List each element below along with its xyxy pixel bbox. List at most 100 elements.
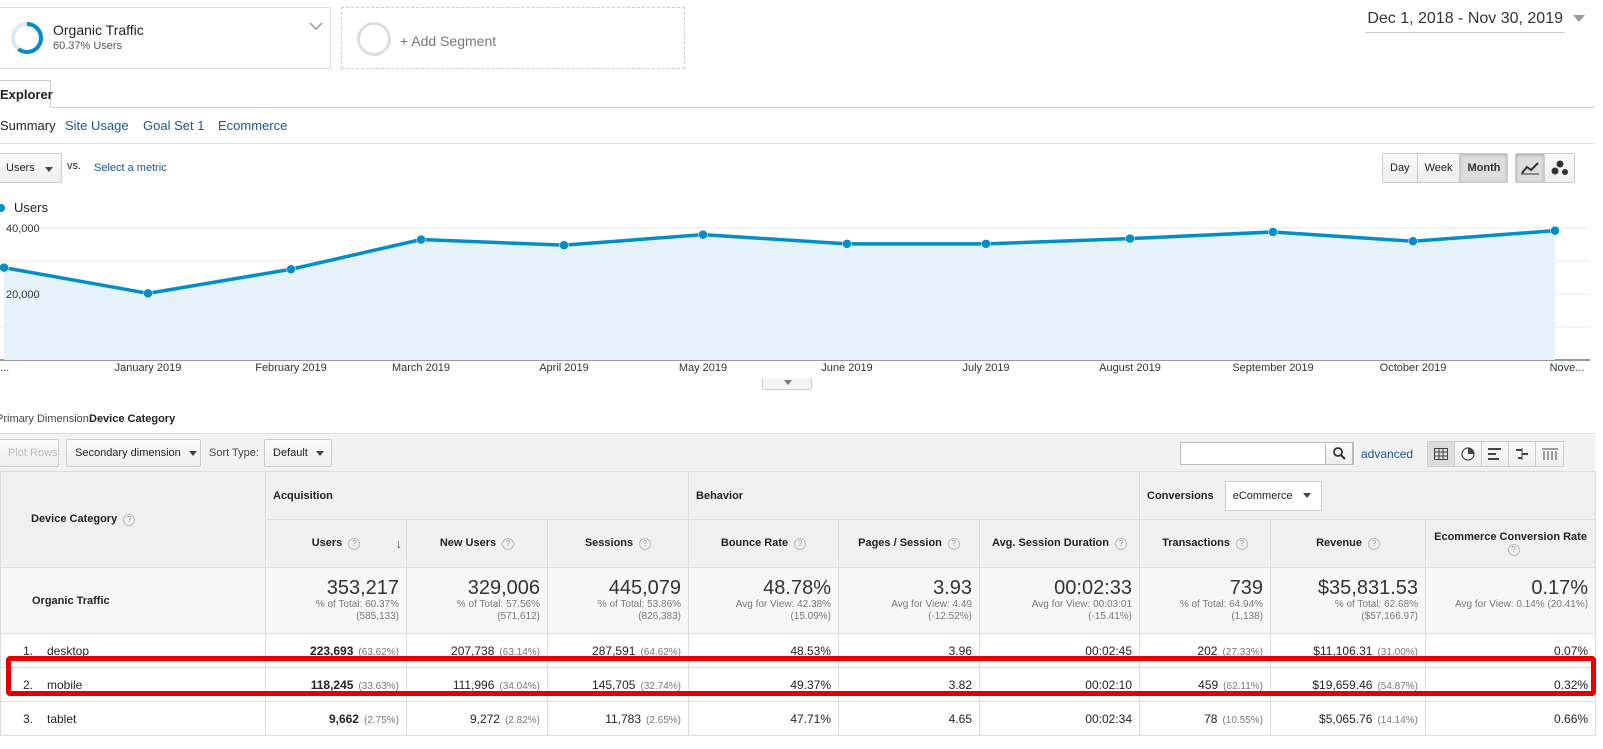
segment-organic-traffic[interactable]: Organic Traffic 60.37% Users <box>0 7 331 69</box>
total-sessions: 445,079% of Total: 53.86% (826,383) <box>546 567 690 634</box>
row-transactions-pct: (62.11%) <box>1223 680 1264 692</box>
row-revenue-value: $5,065.76 <box>1319 711 1373 726</box>
row-pages-session: 4.65 <box>838 701 981 736</box>
row-new-users-value: 9,272 <box>469 711 500 726</box>
x-tick-label: ... <box>0 362 9 374</box>
new-users-column-header[interactable]: New Users? <box>406 519 548 568</box>
total-pages-session-value: 3.93 <box>933 577 973 599</box>
help-icon[interactable]: ? <box>123 513 136 526</box>
avg-session-duration-header-label: Avg. Session Duration <box>992 537 1109 550</box>
row-users-pct: (63.62%) <box>358 646 399 658</box>
data-point <box>559 240 569 250</box>
row-bounce-rate: 49.37% <box>688 667 840 702</box>
row-dimension-link[interactable]: tablet <box>47 711 77 726</box>
conversions-select-value: eCommerce <box>1232 489 1293 502</box>
row-dimension-link[interactable]: desktop <box>47 643 90 658</box>
period-week-button[interactable]: Week <box>1417 154 1461 182</box>
select-metric-link[interactable]: Select a metric <box>94 162 167 174</box>
help-icon[interactable]: ? <box>1367 537 1380 550</box>
total-transactions-sub1: % of Total: 64.94% <box>1179 599 1264 610</box>
bounce-rate-header-label: Bounce Rate <box>720 537 789 550</box>
subtab-goal-set-1[interactable]: Goal Set 1 <box>143 118 205 133</box>
sessions-column-header[interactable]: Sessions? <box>546 519 690 568</box>
caret-down-icon[interactable] <box>1573 15 1585 22</box>
date-range-picker[interactable]: Dec 1, 2018 - Nov 30, 2019 <box>1365 10 1565 33</box>
sort-type-select[interactable]: Default <box>264 439 332 467</box>
legend-label: Users <box>14 200 48 215</box>
behavior-group-header: Behavior <box>688 471 1141 520</box>
x-tick-label: January 2019 <box>115 362 182 374</box>
help-icon[interactable]: ? <box>502 537 515 550</box>
row-new-users-value: 207,738 <box>451 643 495 658</box>
avg-session-duration-column-header[interactable]: Avg. Session Duration? <box>979 519 1141 568</box>
x-tick-label: September 2019 <box>1232 362 1313 374</box>
transactions-column-header[interactable]: Transactions? <box>1139 519 1272 568</box>
comparison-view-button[interactable] <box>1509 442 1536 466</box>
help-icon[interactable]: ? <box>794 537 807 550</box>
subtab-site-usage[interactable]: Site Usage <box>65 118 129 133</box>
pivot-icon <box>1541 448 1558 460</box>
period-month-button[interactable]: Month <box>1460 154 1508 182</box>
row-users-value: 9,662 <box>328 711 359 726</box>
row-dimension-cell: 2. mobile <box>0 667 266 702</box>
data-point <box>143 288 153 299</box>
row-users: 9,662 (2.75%) <box>265 701 407 736</box>
help-icon[interactable]: ? <box>947 537 960 550</box>
acquisition-group-header: Acquisition <box>264 471 690 520</box>
line-chart-button[interactable] <box>1516 154 1545 182</box>
subtab-ecommerce[interactable]: Ecommerce <box>218 118 288 133</box>
caret-down-icon <box>315 450 324 456</box>
ecommerce-conversion-rate-column-header[interactable]: Ecommerce Conversion Rate? <box>1425 519 1597 568</box>
row-conversion-rate: 0.07% <box>1425 633 1597 668</box>
metric-select[interactable]: Users <box>0 153 62 183</box>
search-button[interactable] <box>1325 442 1353 465</box>
plot-rows-button[interactable]: Plot Rows <box>0 439 59 467</box>
chart-collapse-handle[interactable] <box>762 378 812 390</box>
caret-down-icon <box>784 380 792 385</box>
subtab-summary[interactable]: Summary <box>0 118 56 133</box>
row-sessions-pct: (2.65%) <box>646 714 682 726</box>
revenue-column-header[interactable]: Revenue? <box>1270 519 1427 568</box>
total-conversion-rate: 0.17% Avg for View: 0.14% (20.41%) <box>1425 567 1597 634</box>
total-bounce-rate-sub2: (15.09%) <box>790 611 832 622</box>
advanced-filter-link[interactable]: advanced <box>1361 447 1414 461</box>
users-column-header[interactable]: Users? ↓ <box>265 519 407 568</box>
period-day-button[interactable]: Day <box>1383 154 1418 182</box>
row-sessions-pct: (32.74%) <box>640 680 682 692</box>
row-transactions-pct: (27.33%) <box>1222 646 1264 658</box>
help-icon[interactable]: ? <box>348 537 361 550</box>
pages-session-column-header[interactable]: Pages / Session? <box>838 519 981 568</box>
conversions-select[interactable]: eCommerce <box>1224 480 1322 511</box>
motion-chart-button[interactable] <box>1545 154 1574 182</box>
help-icon[interactable]: ? <box>1507 543 1520 556</box>
report-table: Device Category? Acquisition Behavior Co… <box>0 471 1597 736</box>
x-tick-label: February 2019 <box>255 362 327 374</box>
data-view-button[interactable] <box>1428 442 1455 466</box>
term-cloud-view-button[interactable] <box>1536 442 1563 466</box>
row-dimension-link[interactable]: mobile <box>47 677 83 692</box>
secondary-dimension-select[interactable]: Secondary dimension <box>66 439 201 467</box>
bounce-rate-column-header[interactable]: Bounce Rate? <box>688 519 840 568</box>
data-point <box>698 229 708 240</box>
row-revenue-value: $19,659.46 <box>1312 677 1373 692</box>
help-icon[interactable]: ? <box>1235 537 1248 550</box>
percentage-view-button[interactable] <box>1455 442 1482 466</box>
x-tick-label: May 2019 <box>679 362 727 374</box>
total-conversion-rate-value: 0.17% <box>1531 577 1589 599</box>
row-sessions: 145,705 (32.74%) <box>546 667 690 702</box>
help-icon[interactable]: ? <box>1114 537 1127 550</box>
row-revenue: $5,065.76 (14.14%) <box>1270 701 1427 736</box>
tab-explorer[interactable]: Explorer <box>0 80 53 108</box>
table-search-input[interactable] <box>1180 442 1354 465</box>
total-revenue-value: $35,831.53 <box>1317 577 1419 599</box>
sort-descending-icon: ↓ <box>395 536 403 551</box>
primary-dimension-device-category[interactable]: Device Category <box>89 413 176 425</box>
chevron-down-icon[interactable] <box>308 18 324 34</box>
row-sessions-value: 287,591 <box>592 643 636 658</box>
total-users-sub2: (585,133) <box>356 611 399 622</box>
total-users-sub1: % of Total: 60.37% <box>315 599 399 610</box>
device-category-column-header[interactable]: Device Category? <box>0 471 266 568</box>
help-icon[interactable]: ? <box>639 537 652 550</box>
add-segment-button[interactable]: + Add Segment <box>341 7 685 69</box>
performance-view-button[interactable] <box>1482 442 1509 466</box>
